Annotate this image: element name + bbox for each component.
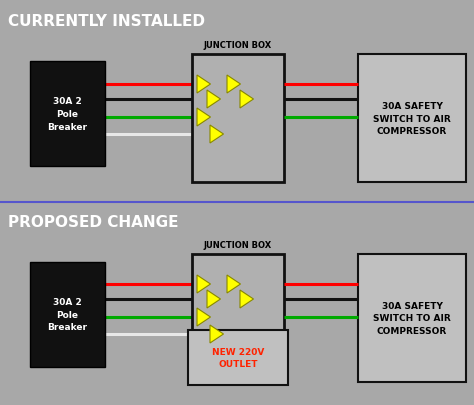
Polygon shape (197, 308, 210, 326)
Text: NEW 220V
OUTLET: NEW 220V OUTLET (212, 347, 264, 368)
Polygon shape (210, 126, 224, 144)
Polygon shape (227, 76, 240, 94)
Text: 30A SAFETY
SWITCH TO AIR
COMPRESSOR: 30A SAFETY SWITCH TO AIR COMPRESSOR (373, 301, 451, 335)
Text: JUNCTION BOX: JUNCTION BOX (204, 241, 272, 249)
Polygon shape (227, 275, 240, 293)
Text: CURRENTLY INSTALLED: CURRENTLY INSTALLED (8, 14, 205, 29)
Bar (30, 62, 105, 166)
Text: 30A SAFETY
SWITCH TO AIR
COMPRESSOR: 30A SAFETY SWITCH TO AIR COMPRESSOR (373, 102, 451, 136)
Bar (30, 262, 105, 367)
Bar (192, 55, 284, 183)
Polygon shape (197, 109, 210, 127)
Bar (188, 330, 288, 385)
Polygon shape (207, 91, 220, 109)
Polygon shape (197, 275, 210, 293)
Polygon shape (240, 91, 254, 109)
Polygon shape (207, 290, 220, 308)
Bar (358, 254, 466, 382)
Text: 30A 2
Pole
Breaker: 30A 2 Pole Breaker (47, 97, 88, 131)
Text: 30A 2
Pole
Breaker: 30A 2 Pole Breaker (47, 298, 88, 332)
Text: PROPOSED CHANGE: PROPOSED CHANGE (8, 215, 179, 230)
Polygon shape (197, 76, 210, 94)
Text: JUNCTION BOX: JUNCTION BOX (204, 41, 272, 50)
Polygon shape (240, 290, 254, 308)
Polygon shape (210, 325, 224, 343)
Bar (358, 55, 466, 183)
Bar (192, 254, 284, 382)
